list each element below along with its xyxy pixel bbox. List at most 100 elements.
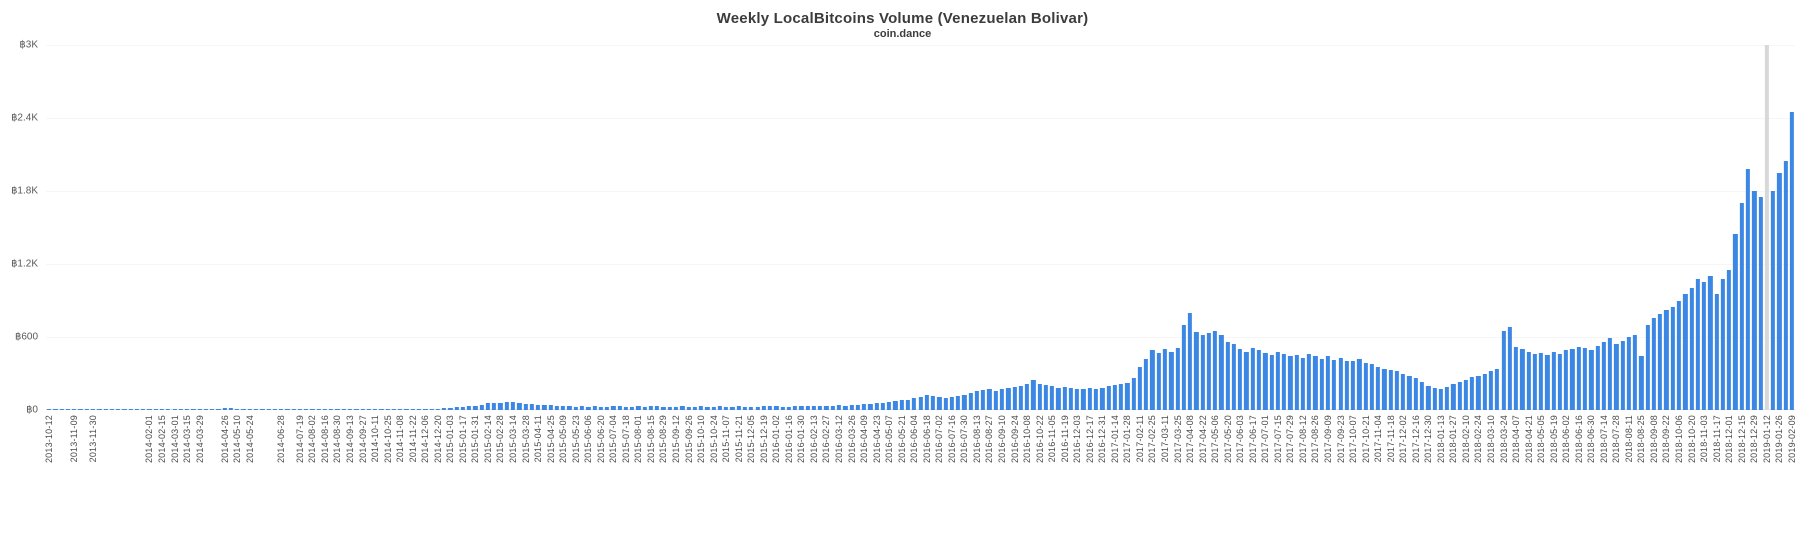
bar[interactable]: [1288, 356, 1293, 410]
bar[interactable]: [742, 406, 748, 410]
bar[interactable]: [761, 406, 766, 410]
bar[interactable]: [586, 406, 591, 410]
bar[interactable]: [955, 395, 961, 410]
bar[interactable]: [1300, 357, 1306, 410]
bar[interactable]: [147, 409, 152, 410]
bar[interactable]: [1570, 349, 1575, 410]
bar[interactable]: [310, 409, 315, 410]
bar[interactable]: [1645, 324, 1650, 410]
bar[interactable]: [297, 409, 302, 410]
bar[interactable]: [1018, 386, 1023, 410]
bar[interactable]: [222, 407, 227, 410]
bar[interactable]: [1538, 352, 1544, 410]
bar[interactable]: [630, 406, 635, 410]
bar[interactable]: [1582, 347, 1588, 410]
bar[interactable]: [1175, 347, 1180, 410]
bar[interactable]: [1689, 288, 1694, 410]
bar[interactable]: [786, 406, 791, 410]
bar[interactable]: [184, 409, 190, 410]
bar[interactable]: [1332, 360, 1337, 410]
bar[interactable]: [316, 409, 321, 410]
bar[interactable]: [1708, 276, 1713, 410]
bar[interactable]: [1156, 352, 1161, 410]
bar[interactable]: [1664, 310, 1669, 410]
bar[interactable]: [1125, 383, 1130, 410]
bar[interactable]: [937, 397, 942, 410]
bar[interactable]: [943, 397, 948, 410]
bar[interactable]: [1532, 354, 1537, 410]
bar[interactable]: [416, 409, 422, 410]
bar[interactable]: [1676, 300, 1682, 410]
bar[interactable]: [811, 405, 817, 410]
bar[interactable]: [1651, 317, 1657, 410]
bar[interactable]: [868, 403, 873, 410]
bar[interactable]: [999, 388, 1005, 410]
bar[interactable]: [1752, 191, 1757, 410]
bar[interactable]: [736, 406, 741, 410]
bar[interactable]: [1639, 356, 1644, 410]
bar[interactable]: [617, 406, 622, 410]
bar[interactable]: [1043, 385, 1048, 410]
bar[interactable]: [993, 390, 998, 410]
bar[interactable]: [1701, 282, 1707, 410]
bar[interactable]: [1658, 313, 1663, 410]
bar[interactable]: [278, 409, 284, 410]
bar[interactable]: [1256, 350, 1262, 410]
bar[interactable]: [272, 409, 277, 410]
bar[interactable]: [510, 402, 516, 410]
bar[interactable]: [1777, 172, 1782, 410]
bar[interactable]: [1745, 169, 1751, 410]
bar[interactable]: [423, 409, 428, 410]
bar[interactable]: [535, 404, 541, 410]
bar[interactable]: [65, 409, 71, 410]
bar[interactable]: [1601, 341, 1606, 410]
bar[interactable]: [441, 408, 447, 410]
bar[interactable]: [1307, 354, 1312, 410]
bar[interactable]: [1350, 361, 1356, 410]
bar[interactable]: [166, 409, 171, 410]
bar[interactable]: [172, 409, 177, 410]
bar[interactable]: [1012, 386, 1017, 410]
bar[interactable]: [1714, 294, 1719, 410]
bar[interactable]: [322, 409, 328, 410]
bar[interactable]: [235, 409, 240, 410]
bar[interactable]: [498, 402, 503, 410]
bar[interactable]: [1087, 388, 1092, 410]
bar[interactable]: [799, 406, 804, 410]
bar[interactable]: [1438, 389, 1443, 410]
bar[interactable]: [598, 406, 603, 410]
bar[interactable]: [1495, 368, 1500, 410]
bar[interactable]: [1118, 384, 1124, 410]
bar[interactable]: [1463, 379, 1468, 410]
bar[interactable]: [84, 409, 89, 410]
bar[interactable]: [304, 409, 309, 410]
bar[interactable]: [1250, 347, 1255, 410]
bar[interactable]: [479, 404, 484, 410]
bar[interactable]: [655, 406, 660, 410]
bar[interactable]: [1106, 386, 1111, 410]
bar[interactable]: [1451, 384, 1456, 410]
bar[interactable]: [1206, 333, 1211, 410]
bar[interactable]: [592, 406, 597, 410]
bar[interactable]: [1344, 361, 1349, 410]
bar[interactable]: [285, 409, 290, 410]
bar[interactable]: [203, 409, 208, 410]
bar[interactable]: [1789, 111, 1794, 410]
bar[interactable]: [1075, 388, 1080, 410]
bar[interactable]: [1068, 388, 1074, 410]
bar[interactable]: [1426, 385, 1431, 410]
bar[interactable]: [1112, 385, 1117, 410]
bar[interactable]: [1695, 278, 1700, 410]
bar[interactable]: [1131, 378, 1136, 410]
bar[interactable]: [1626, 337, 1631, 410]
highlighted-bar[interactable]: [1764, 45, 1769, 410]
bar[interactable]: [504, 402, 509, 410]
bar[interactable]: [335, 409, 340, 410]
bar[interactable]: [648, 406, 654, 410]
bar[interactable]: [366, 409, 371, 410]
bar[interactable]: [912, 398, 917, 410]
bar[interactable]: [1369, 363, 1374, 410]
bar[interactable]: [379, 409, 384, 410]
bar[interactable]: [191, 409, 196, 410]
bar[interactable]: [253, 409, 259, 410]
